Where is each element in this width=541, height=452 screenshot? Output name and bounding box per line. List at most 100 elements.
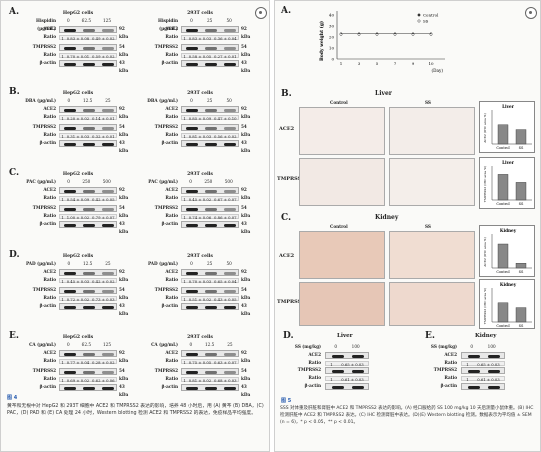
agent-label: PAD (µg/mL)	[25, 261, 56, 266]
bactin-label: β-actin	[39, 384, 56, 389]
band-mark	[186, 370, 198, 374]
kda-label: 92 kDa	[119, 106, 129, 119]
band-mark	[332, 385, 344, 389]
settings-gear-icon[interactable]	[255, 7, 267, 19]
tmprss2-label: TMPRSS2	[32, 44, 56, 49]
band-mark	[224, 305, 236, 309]
band-mark	[488, 369, 500, 373]
ace2-label: ACE2	[43, 106, 56, 111]
kidney-ss-label: SS	[425, 224, 431, 229]
bactin-band	[59, 302, 117, 310]
figure-4-link[interactable]: 图 4	[7, 395, 18, 401]
band-mark	[64, 62, 76, 66]
band-mark	[102, 126, 114, 130]
blot-section-0: A. HepG2 cells Hispidin (µg/mL) 0 62.5 125 ACE…	[7, 7, 265, 75]
kda-label: 43 kDa	[119, 384, 129, 397]
band-mark	[102, 46, 114, 50]
ratio-row: Ratio	[23, 51, 133, 59]
ratio-value: 1	[466, 376, 469, 382]
band-mark	[205, 289, 217, 293]
ratio-values: 1 1.00 ± 0.02 0.79 ± 0.07	[59, 213, 117, 220]
dose-values: 0 25 50	[183, 260, 239, 268]
ace2-band	[181, 105, 239, 113]
dose-row: PAC (µg/mL) 0 250 500	[23, 178, 133, 186]
tmprss2-label: TMPRSS2	[32, 368, 56, 373]
ss-point	[339, 32, 343, 36]
ratio-value: 1	[183, 196, 186, 202]
band-mark	[186, 46, 198, 50]
dose-value: 250	[204, 179, 213, 184]
dose-value: 0	[190, 261, 193, 266]
bactin-row: β-actin 43 kDa	[145, 302, 255, 316]
tmprss2-band	[325, 366, 369, 374]
band-mark	[205, 352, 217, 356]
ratio-value: 0.70 ± 0.01	[66, 53, 90, 59]
figure-5-link[interactable]: 图 5	[281, 398, 292, 404]
kda-label: 92 kDa	[119, 350, 129, 363]
kda-label: 54 kDa	[119, 287, 129, 300]
bactin-band	[325, 382, 369, 390]
ratio-values: 1 0.83 ± 0.03 0.36 ± 0.04	[181, 34, 239, 41]
bar	[497, 302, 509, 323]
bar	[497, 124, 509, 145]
settings-gear-icon[interactable]	[525, 7, 537, 19]
ratio-value: 1	[61, 133, 64, 139]
band-mark	[186, 271, 198, 275]
band-mark	[186, 305, 198, 309]
tmprss2-row: TMPRSS2	[421, 366, 531, 374]
ratio-value: 0.43 ± 0.05	[214, 296, 237, 302]
kda-label: 54 kDa	[241, 287, 251, 300]
293t-blot: 293T cells CA (µg/mL) 0 12.5 25 ACE2 92 kDa Rat…	[145, 335, 255, 397]
panel-a-label: A.	[281, 6, 292, 16]
bactin-band	[181, 59, 239, 67]
ace2-label: ACE2	[165, 187, 178, 192]
panel-d-title: Liver	[337, 333, 353, 339]
dose-value: 25	[206, 18, 213, 23]
section-letter: E.	[9, 331, 19, 341]
ratio-value: 1.00 ± 0.02	[66, 214, 90, 220]
ss-point	[411, 32, 415, 36]
kidney-ace2-label: ACE2	[279, 253, 295, 259]
cell-title: 293T cells	[187, 254, 213, 259]
ratio-value: 0.83 ± 0.03	[188, 35, 212, 41]
bactin-row: β-actin 43 kDa	[145, 383, 255, 397]
ratio-values: 1 0.77 ± 0.04 0.28 ± 0.02	[59, 358, 117, 365]
dose-value: 12.5	[204, 342, 215, 347]
ace2-row: ACE2 92 kDa	[23, 105, 133, 119]
cell-title: 293T cells	[187, 335, 213, 340]
y-axis-label: ACE2 (IHC area %)	[483, 237, 487, 268]
band-mark	[468, 354, 480, 358]
ratio-values: 1 0.54 ± 0.09 0.42 ± 0.05	[59, 195, 117, 202]
band-mark	[224, 108, 236, 112]
ratio-value: 0.61 ± 0.03	[341, 376, 364, 382]
band-mark	[205, 271, 217, 275]
dose-values: 0 62.5 125	[61, 341, 117, 349]
dose-row: CA (µg/mL) 0 62.5 125	[23, 341, 133, 349]
blot-section-2: C. HepG2 cells PAC (µg/mL) 0 250 500 ACE2 92 kD…	[7, 168, 265, 236]
bactin-band	[181, 220, 239, 228]
ratio-value: 1	[183, 53, 186, 59]
ratio-row: Ratio	[23, 357, 133, 365]
ratio-row: Ratio	[145, 194, 255, 202]
band-mark	[205, 126, 217, 130]
ratio-value: 0.73 ± 0.03	[92, 296, 115, 302]
ratio-label: Ratio	[165, 34, 178, 39]
ratio-row: Ratio	[23, 113, 133, 121]
ratio-value: 0.75 ± 0.05	[188, 359, 212, 365]
bactin-row: β-actin	[285, 382, 395, 390]
band-mark	[64, 207, 76, 211]
ratio-value: 0.51 ± 0.02	[188, 296, 212, 302]
ace2-band	[181, 268, 239, 276]
ratio-value: 1	[61, 115, 64, 121]
chart-title: Kidney	[500, 282, 517, 287]
band-mark	[83, 108, 95, 112]
ratio-value: 0.81 ± 0.03	[188, 133, 212, 139]
ratio-value: 0.68 ± 0.03	[214, 377, 237, 383]
band-mark	[224, 62, 236, 66]
band-mark	[205, 370, 217, 374]
band-mark	[224, 352, 236, 356]
band-mark	[205, 142, 217, 146]
ratio-row: Ratio	[23, 194, 133, 202]
band-mark	[205, 305, 217, 309]
band-mark	[64, 352, 76, 356]
